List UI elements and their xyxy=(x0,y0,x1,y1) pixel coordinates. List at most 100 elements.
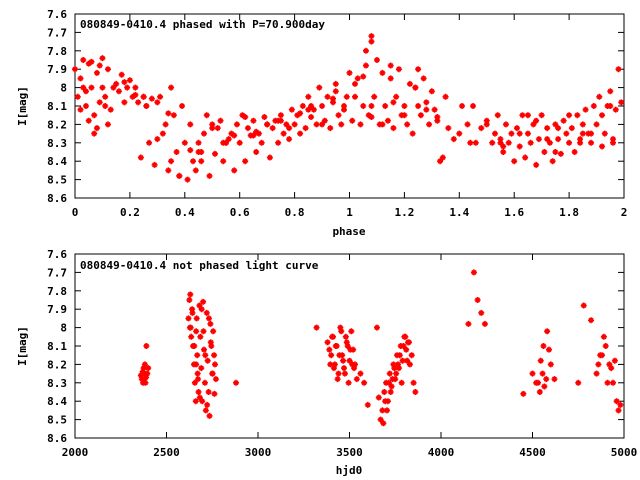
data-point xyxy=(388,383,395,390)
data-point xyxy=(199,398,206,405)
x-tick-label: 1.4 xyxy=(449,206,469,219)
data-point xyxy=(353,376,360,383)
data-point xyxy=(231,167,238,174)
y-tick-label: 8.5 xyxy=(47,414,67,427)
data-point xyxy=(408,352,415,359)
data-point xyxy=(527,139,534,146)
data-point xyxy=(529,370,536,377)
y-tick-label: 8.1 xyxy=(47,100,67,113)
data-point xyxy=(198,306,205,313)
data-point xyxy=(368,33,375,40)
data-point xyxy=(345,379,352,386)
data-point xyxy=(330,99,337,106)
data-point xyxy=(417,112,424,119)
data-point xyxy=(600,333,607,340)
x-axis-ticks: 2000 2500 3000 3500 4000 4500 5000 xyxy=(62,254,637,459)
data-point xyxy=(189,309,196,316)
data-point xyxy=(494,112,501,119)
data-point xyxy=(192,398,199,405)
data-point xyxy=(207,339,214,346)
data-point xyxy=(165,110,172,117)
data-point xyxy=(390,361,397,368)
data-point xyxy=(159,130,166,137)
data-point xyxy=(77,75,84,82)
data-point xyxy=(187,324,194,331)
data-point xyxy=(328,352,335,359)
y-tick-label: 8 xyxy=(60,82,67,95)
data-point xyxy=(148,95,155,102)
data-point xyxy=(142,379,149,386)
data-point xyxy=(571,149,578,155)
data-point xyxy=(208,343,215,349)
data-point xyxy=(608,365,615,372)
data-point xyxy=(145,365,152,372)
data-point xyxy=(588,139,595,146)
data-point xyxy=(491,130,498,137)
data-point xyxy=(338,328,345,335)
data-point xyxy=(205,315,212,322)
data-point xyxy=(195,389,202,395)
data-point xyxy=(375,394,382,401)
data-point xyxy=(599,112,606,119)
data-point xyxy=(327,361,334,368)
x-tick-label: 1.6 xyxy=(504,206,524,219)
data-point xyxy=(124,84,131,91)
y-tick-label: 8.1 xyxy=(47,340,67,353)
data-point xyxy=(170,112,177,119)
data-points xyxy=(137,269,624,427)
data-points xyxy=(72,33,625,183)
data-point xyxy=(141,361,148,368)
data-point xyxy=(606,361,613,368)
data-point xyxy=(368,103,375,109)
data-point xyxy=(610,139,617,146)
data-point xyxy=(242,158,249,165)
data-point xyxy=(387,75,394,82)
data-point xyxy=(357,121,364,128)
data-point xyxy=(96,62,103,69)
data-point xyxy=(154,99,161,106)
data-point xyxy=(187,291,194,298)
x-tick-label: 0 xyxy=(72,206,79,219)
data-point xyxy=(481,320,488,327)
data-point xyxy=(242,114,249,121)
data-point xyxy=(575,379,582,386)
data-point xyxy=(612,106,619,113)
data-point xyxy=(385,379,392,386)
data-point xyxy=(250,132,257,139)
data-point xyxy=(516,143,523,150)
data-point xyxy=(513,125,520,132)
data-point xyxy=(502,121,509,128)
data-point xyxy=(420,75,427,82)
data-point xyxy=(470,269,477,276)
data-point xyxy=(560,117,567,124)
data-point xyxy=(104,66,111,73)
data-point xyxy=(203,309,210,316)
data-point xyxy=(442,93,449,100)
data-point xyxy=(330,365,337,372)
data-point xyxy=(382,103,389,109)
data-point xyxy=(341,370,348,377)
data-point xyxy=(324,93,331,100)
data-point xyxy=(297,110,304,117)
data-point xyxy=(99,55,106,62)
data-point xyxy=(258,139,265,146)
data-point xyxy=(129,93,136,100)
data-point xyxy=(386,370,393,377)
data-point xyxy=(563,130,570,137)
data-point xyxy=(297,130,304,137)
data-point xyxy=(332,88,339,95)
data-point xyxy=(236,139,243,146)
data-point xyxy=(255,130,262,137)
data-point xyxy=(377,416,384,423)
data-point xyxy=(330,95,337,102)
data-point xyxy=(497,139,504,146)
data-point xyxy=(344,343,351,349)
data-point xyxy=(391,365,398,372)
data-point xyxy=(93,125,100,132)
data-point xyxy=(381,389,388,395)
data-point xyxy=(143,343,150,349)
data-point xyxy=(222,139,229,146)
data-point xyxy=(552,149,559,155)
data-point xyxy=(588,130,595,137)
